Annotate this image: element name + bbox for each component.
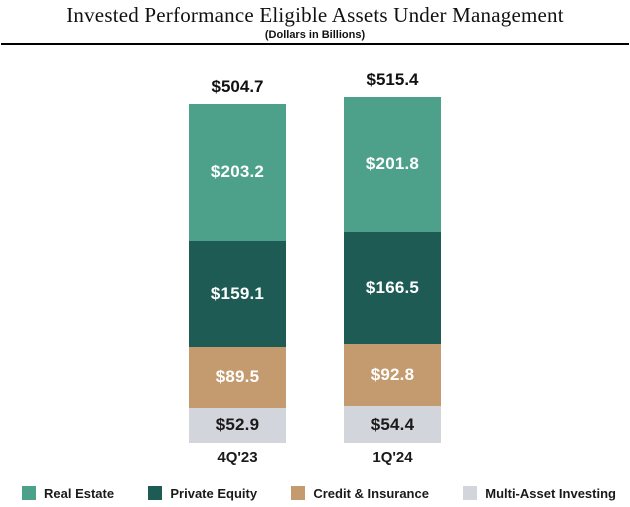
chart-title: Invested Performance Eligible Assets Und… [66,3,564,27]
bar-segment-multi-asset-investing: $52.9 [189,407,286,443]
legend-swatch-real-estate [22,486,36,500]
bar-column-4q-23: $504.7 $203.2 $159.1 $89.5 $52.9 4Q'23 [189,76,286,468]
legend-item-private-equity: Private Equity [148,486,257,501]
bar-segment-private-equity: $166.5 [344,232,441,345]
legend-label-multi-asset-investing: Multi-Asset Investing [485,485,616,501]
title-divider-rule [1,43,629,45]
bar-segment-real-estate: $203.2 [189,103,286,241]
bar-column-1q-24: $515.4 $201.8 $166.5 $92.8 $54.4 1Q'24 [344,69,441,468]
chart-subtitle: (Dollars in Billions) [264,29,366,41]
total-label-4q-23: $504.7 [211,76,264,96]
legend-item-credit-insurance: Credit & Insurance [291,486,429,501]
bar-stack-1q-24: $201.8 $166.5 $92.8 $54.4 [344,96,441,443]
legend-label-real-estate: Real Estate [44,485,115,501]
legend-swatch-multi-asset-investing [463,486,478,500]
legend: Real Estate Private Equity Credit & Insura… [0,482,630,504]
x-axis-label-1q-24: 1Q'24 [372,449,413,466]
bar-segment-real-estate: $201.8 [344,96,441,233]
legend-label-credit-insurance: Credit & Insurance [313,485,429,501]
legend-item-multi-asset-investing: Multi-Asset Investing [463,486,616,501]
legend-item-real-estate: Real Estate [22,486,114,501]
bar-segment-multi-asset-investing: $54.4 [344,406,441,443]
bar-segment-credit-insurance: $92.8 [344,344,441,407]
bar-stack-4q-23: $203.2 $159.1 $89.5 $52.9 [189,103,286,443]
total-label-1q-24: $515.4 [366,69,419,89]
bar-segment-private-equity: $159.1 [189,240,286,348]
bar-segment-credit-insurance: $89.5 [189,347,286,408]
chart-area: $504.7 $203.2 $159.1 $89.5 $52.9 4Q'23 $515.4 $… [0,60,630,468]
x-axis-label-4q-23: 4Q'23 [217,449,258,466]
legend-label-private-equity: Private Equity [170,485,258,501]
legend-swatch-private-equity [148,486,163,500]
legend-swatch-credit-insurance [291,486,306,500]
